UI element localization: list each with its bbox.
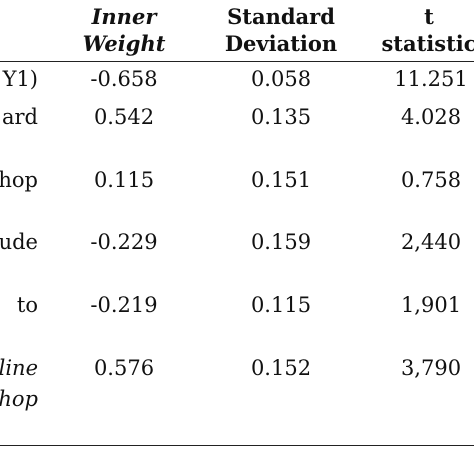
header-t-statistic-line2: statistic <box>381 31 474 56</box>
inner-weight-value: 0.576 <box>93 356 155 380</box>
t-statistic-value: 11.251 <box>394 67 468 91</box>
inner-weight-value: 0.115 <box>93 168 155 192</box>
row-label-line1: line <box>0 356 38 380</box>
header-inner-weight-line1: Inner <box>91 4 157 29</box>
header-standard-deviation-line2: Deviation <box>224 31 338 56</box>
row-label: ard <box>1 105 38 129</box>
t-statistic-value: 1,901 <box>400 293 462 317</box>
standard-deviation-value: 0.058 <box>250 67 312 91</box>
inner-weight-value: -0.658 <box>90 67 158 91</box>
inner-weight-value: -0.229 <box>90 230 158 254</box>
header-standard-deviation: Standard Deviation <box>206 3 356 57</box>
row-label-line2: hop <box>0 387 38 411</box>
standard-deviation-value: 0.152 <box>250 356 312 380</box>
header-t-statistic-line1: t <box>424 4 434 29</box>
row-label: ude <box>0 230 38 254</box>
header-t-statistic: t statistic <box>374 3 474 57</box>
standard-deviation-value: 0.159 <box>250 230 312 254</box>
t-statistic-value: 0.758 <box>400 168 462 192</box>
standard-deviation-value: 0.115 <box>250 293 312 317</box>
header-inner-weight: Inner Weight <box>64 3 184 57</box>
table-bottom-rule <box>0 445 474 446</box>
inner-weight-value: -0.219 <box>90 293 158 317</box>
t-statistic-value: 2,440 <box>400 230 462 254</box>
standard-deviation-value: 0.135 <box>250 105 312 129</box>
standard-deviation-value: 0.151 <box>250 168 312 192</box>
t-statistic-value: 3,790 <box>400 356 462 380</box>
t-statistic-value: 4.028 <box>400 105 462 129</box>
row-label: Y1) <box>2 67 38 91</box>
header-standard-deviation-line1: Standard <box>227 4 335 29</box>
table-top-rule <box>0 61 474 62</box>
inner-weight-value: 0.542 <box>93 105 155 129</box>
row-label: to <box>16 293 38 317</box>
header-inner-weight-line2: Weight <box>82 31 166 56</box>
row-label: hop <box>0 168 38 192</box>
